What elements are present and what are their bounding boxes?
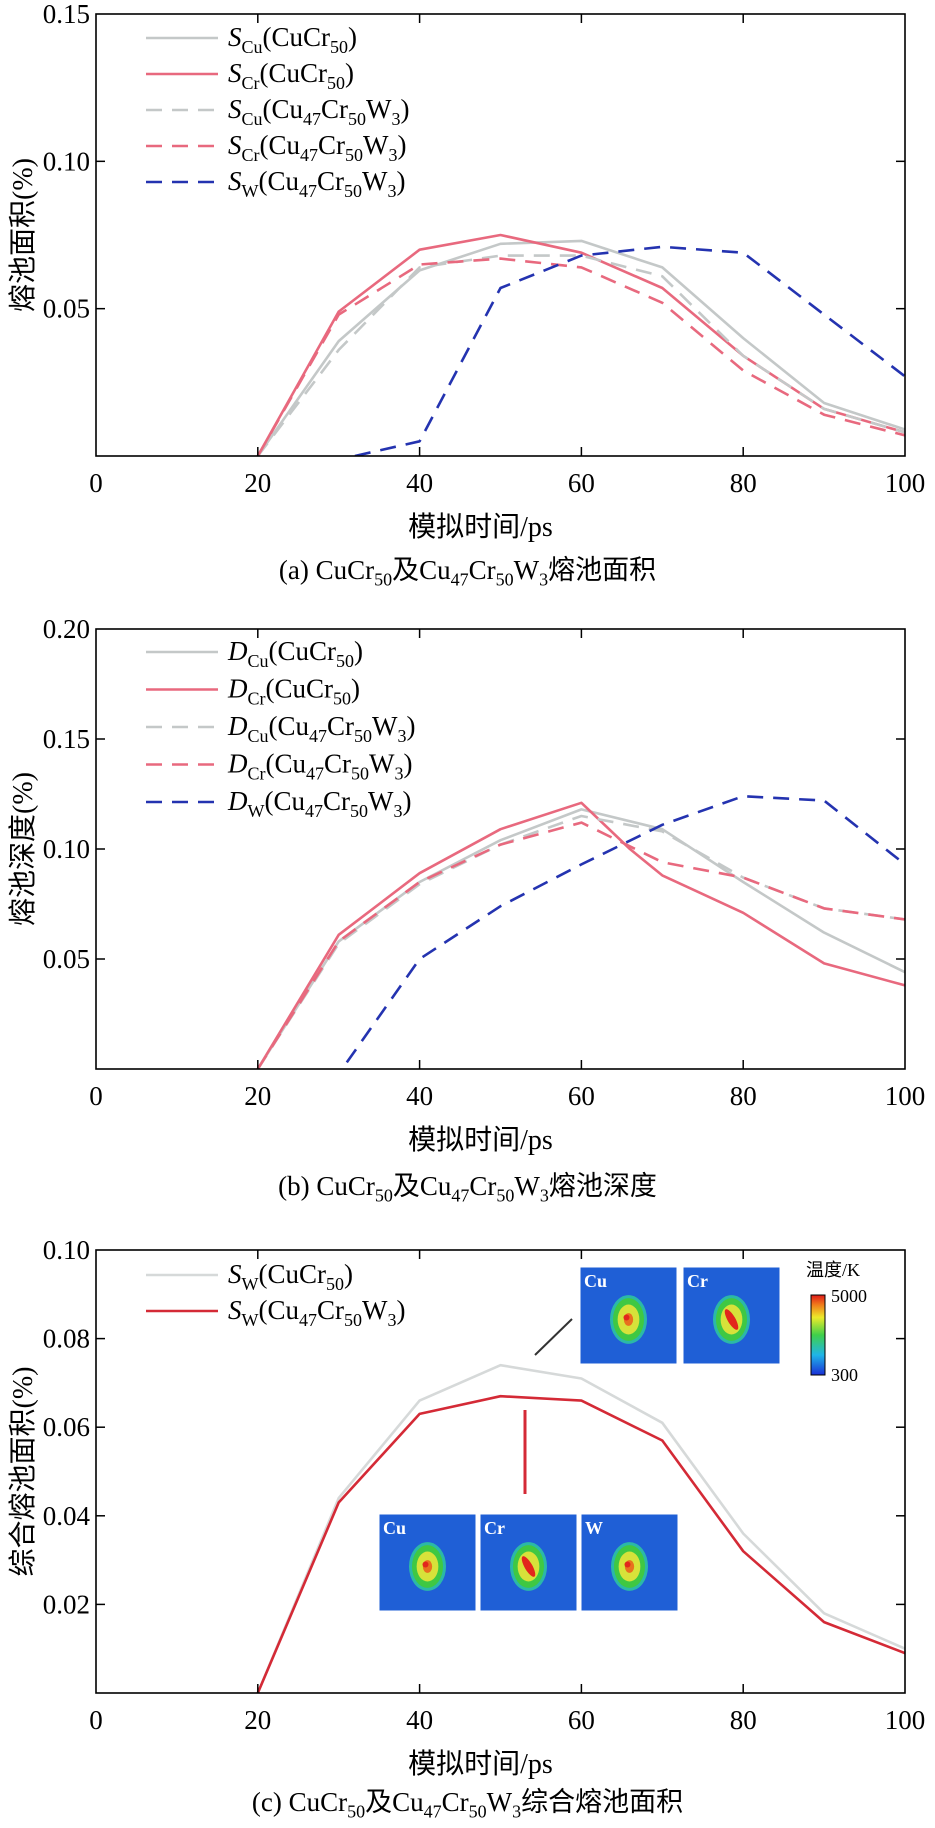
colorbar-min: 300 (831, 1365, 858, 1385)
y-tick-label: 0.05 (43, 294, 90, 324)
legend-label-5: SW(Cu47Cr50W3) (228, 166, 405, 201)
series-group (256, 233, 905, 456)
series-group (256, 1363, 905, 1693)
x-tick-label: 20 (244, 1705, 271, 1735)
legend-label-1: SW(CuCr50) (228, 1259, 353, 1294)
plot-frame (95, 13, 906, 457)
x-tick-label: 60 (568, 1705, 595, 1735)
plot-frame (95, 1249, 906, 1694)
x-tick-label: 0 (89, 1705, 103, 1735)
inset-bottom-3-label: W (585, 1518, 603, 1538)
x-axis-label: 模拟时间/ps (408, 1124, 553, 1156)
chart-c: 0 20 40 60 80 100 0.02 0.04 0.06 0.08 0.10 模拟时间/ps 综… (7, 1235, 926, 1780)
panel-b: 0 20 40 60 80 100 0.05 0.10 0.15 0.20 模拟时间/ps 熔池深度(… (0, 612, 935, 1205)
y-tick-label: 0.05 (43, 944, 90, 974)
inset-bottom-3: W (580, 1513, 679, 1612)
colorbar (810, 1294, 826, 1376)
y-tick-label: 0.08 (43, 1324, 90, 1354)
legend-label-4: DCr(Cu47Cr50W3) (227, 749, 412, 784)
caption-b: (b) CuCr50及Cu47Cr50W3熔池深度 (0, 1164, 935, 1206)
x-tick-label: 40 (406, 1705, 433, 1735)
colorbar-title: 温度/K (806, 1260, 860, 1280)
legend-label-5: DW(Cu47Cr50W3) (227, 786, 411, 821)
x-tick-label: 20 (244, 1081, 271, 1111)
y-tick-label: 0.15 (43, 0, 90, 29)
callout-line-gray (534, 1318, 573, 1356)
series-line-2 (256, 233, 905, 456)
y-tick-label: 0.06 (43, 1412, 90, 1442)
x-tick-label: 0 (89, 1081, 103, 1111)
x-tick-label: 100 (885, 468, 926, 498)
caption-c-text: (c) CuCr50及Cu47Cr50W3综合熔池面积 (251, 1787, 684, 1822)
legend-label-2: DCr(CuCr50) (227, 674, 360, 709)
inset-bottom-2-label: Cr (484, 1518, 505, 1538)
x-tick-label: 100 (885, 1081, 926, 1111)
x-tick-label: 40 (406, 468, 433, 498)
x-axis-label: 模拟时间/ps (408, 511, 553, 543)
x-tick-label: 100 (885, 1705, 926, 1735)
inset-top-2: Cr (682, 1266, 781, 1365)
caption-c: (c) CuCr50及Cu47Cr50W3综合熔池面积 (0, 1780, 935, 1822)
series-line-1 (256, 239, 905, 456)
chart-a: 0 20 40 60 80 100 0.05 0.10 0.15 模拟时间/ps 熔池面积(%) SC… (7, 0, 926, 543)
inset-bottom-1: Cu (378, 1513, 477, 1612)
x-tick-label: 80 (730, 1705, 757, 1735)
series-line-2 (256, 1394, 905, 1693)
y-tick-label: 0.02 (43, 1589, 90, 1619)
caption-a-text: (a) CuCr50及Cu47Cr50W3熔池面积 (278, 555, 657, 590)
series-line-3 (256, 814, 905, 1069)
y-tick-label: 0.10 (43, 834, 90, 864)
legend-label-1: DCu(CuCr50) (227, 636, 363, 671)
panel-a: 0 20 40 60 80 100 0.05 0.10 0.15 模拟时间/ps 熔池面积(%) SC… (0, 0, 935, 600)
legend-label-4: SCr(Cu47Cr50W3) (228, 130, 406, 165)
inset-bottom-1-label: Cu (383, 1518, 406, 1538)
plot-frame (95, 628, 906, 1070)
series-line-5 (345, 794, 905, 1064)
inset-top-2-label: Cr (687, 1271, 708, 1291)
x-tick-label: 40 (406, 1081, 433, 1111)
y-tick-label: 0.20 (43, 614, 90, 644)
chart-b: 0 20 40 60 80 100 0.05 0.10 0.15 0.20 模拟时间/ps 熔池深度(… (7, 614, 926, 1156)
series-line-5 (354, 245, 905, 456)
inset-bottom-2: Cr (479, 1513, 578, 1612)
y-tick-label: 0.04 (43, 1501, 91, 1531)
series-line-3 (256, 254, 905, 456)
series-line-2 (256, 801, 905, 1069)
y-tick-label: 0.10 (43, 1235, 90, 1265)
legend-label-3: SCu(Cu47Cr50W3) (228, 94, 410, 129)
series-line-4 (256, 821, 905, 1069)
caption-b-text: (b) CuCr50及Cu47Cr50W3熔池深度 (278, 1171, 657, 1206)
x-tick-label: 60 (568, 1081, 595, 1111)
series-group (256, 794, 905, 1069)
x-tick-label: 80 (730, 1081, 757, 1111)
x-tick-label: 0 (89, 468, 103, 498)
panel-c: 0 20 40 60 80 100 0.02 0.04 0.06 0.08 0.10 模拟时间/ps 综… (0, 1232, 935, 1828)
inset-top-1-label: Cu (584, 1271, 607, 1291)
series-line-1 (256, 808, 905, 1069)
series-line-1 (256, 1363, 905, 1693)
y-tick-label: 0.10 (43, 146, 90, 176)
legend-label-3: DCu(Cu47Cr50W3) (227, 711, 416, 746)
colorbar-max: 5000 (831, 1286, 867, 1306)
y-axis-label: 熔池面积(%) (7, 158, 39, 312)
x-tick-label: 20 (244, 468, 271, 498)
x-tick-label: 60 (568, 468, 595, 498)
legend-label-2: SCr(CuCr50) (228, 58, 354, 93)
y-tick-label: 0.15 (43, 724, 90, 754)
legend-label-2: SW(Cu47Cr50W3) (228, 1295, 405, 1330)
y-axis-label: 综合熔池面积(%) (7, 1367, 39, 1577)
x-axis-label: 模拟时间/ps (408, 1748, 553, 1780)
inset-top-1: Cu (579, 1266, 678, 1365)
series-line-4 (256, 257, 905, 456)
x-tick-label: 80 (730, 468, 757, 498)
legend-label-1: SCu(CuCr50) (228, 22, 357, 57)
y-axis-label: 熔池深度(%) (7, 772, 39, 926)
caption-a: (a) CuCr50及Cu47Cr50W3熔池面积 (0, 548, 935, 590)
